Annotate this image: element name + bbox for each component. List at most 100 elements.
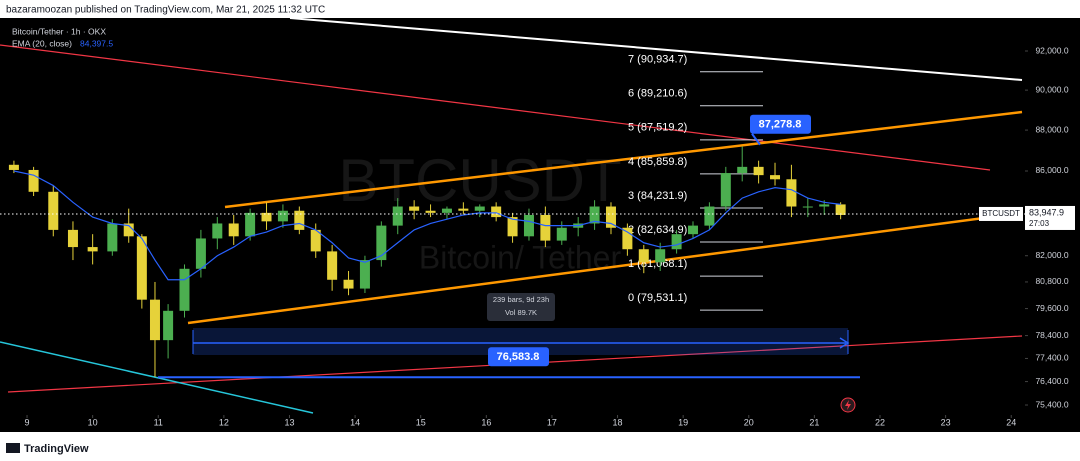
chart-background [0, 18, 1080, 432]
candle-body [123, 223, 134, 237]
ticker-label: BTCUSDT [982, 209, 1020, 218]
high-label: 87,278.8 [759, 119, 802, 131]
x-tick-label: 19 [678, 417, 688, 427]
candle-body [507, 217, 518, 237]
candle-body [107, 223, 118, 252]
range-info-box [487, 293, 555, 321]
fib-label: 5 (87,519.2) [628, 122, 687, 134]
range-bars: 239 bars, 9d 23h [493, 295, 549, 304]
candle-body [819, 204, 830, 207]
y-tick-label: 80,800.0 [1035, 276, 1068, 286]
candle-body [359, 260, 370, 289]
x-tick-label: 12 [219, 417, 229, 427]
candle-body [753, 166, 764, 176]
candle-body [136, 236, 147, 300]
x-tick-label: 9 [25, 417, 30, 427]
y-tick-label: 82,000.0 [1035, 250, 1068, 260]
candle-body [8, 164, 19, 170]
candle-body [556, 227, 567, 241]
candle-body [491, 206, 502, 218]
candle-body [376, 225, 387, 261]
fib-label: 6 (89,210.6) [628, 88, 687, 100]
symbol-legend: Bitcoin/Tether · 1h · OKX [12, 26, 106, 36]
countdown: 27:03 [1029, 219, 1050, 228]
candle-body [688, 225, 699, 235]
indicator-legend: EMA (20, close) [12, 38, 72, 48]
candle-body [392, 206, 403, 226]
low-label-box [488, 347, 549, 367]
candle-body [605, 206, 616, 228]
candle-body [48, 191, 59, 230]
candle-body [310, 229, 321, 252]
candle-body [458, 208, 469, 211]
candle-body [277, 210, 288, 222]
trend-line [289, 17, 1023, 81]
candle-body [245, 212, 256, 237]
candle-body [802, 206, 813, 208]
last-price-box [1025, 205, 1075, 230]
x-tick-label: 16 [481, 417, 491, 427]
ticker-box [979, 206, 1023, 221]
publisher-text: bazaramoozan published on TradingView.co… [6, 5, 325, 16]
candle-body [294, 210, 305, 230]
candle-body [786, 179, 797, 207]
y-tick-label: 86,000.0 [1035, 165, 1068, 175]
candle-body [523, 214, 534, 237]
watermark: BTCUSDT [338, 147, 621, 214]
fib-label: 3 (84,231.9) [628, 190, 687, 202]
x-tick-label: 10 [88, 417, 98, 427]
indicator-value: 84,397.5 [80, 38, 113, 48]
range-volume: Vol 89.7K [505, 308, 537, 317]
candle-body [655, 249, 666, 263]
y-tick-label: 92,000.0 [1035, 45, 1068, 55]
candle-body [441, 208, 452, 213]
candle-body [622, 227, 633, 250]
candle-body [149, 299, 160, 341]
candle-body [671, 234, 682, 250]
candle-body [704, 206, 715, 226]
fib-label: 0 (79,531.1) [628, 292, 687, 304]
x-tick-label: 18 [613, 417, 623, 427]
candle-body [474, 206, 485, 211]
x-tick-label: 11 [154, 417, 163, 427]
footer-logo: TradingView [24, 443, 89, 455]
y-tick-label: 77,400.0 [1035, 353, 1068, 363]
candle-body [163, 310, 174, 341]
x-tick-label: 23 [941, 417, 951, 427]
candle-body [720, 173, 731, 207]
fib-label: 7 (90,934.7) [628, 54, 687, 66]
alert-bolt [845, 400, 851, 410]
y-tick-label: 88,000.0 [1035, 124, 1068, 134]
candle-body [87, 247, 98, 252]
candle-body [638, 249, 649, 263]
candle-body [261, 212, 272, 222]
x-tick-label: 15 [416, 417, 426, 427]
x-tick-label: 22 [875, 417, 885, 427]
low-label: 76,583.8 [497, 351, 540, 363]
channel-lower [187, 211, 1023, 325]
candle-body [409, 206, 420, 211]
fib-label: 2 (82,634.9) [628, 224, 687, 236]
candle-body [28, 169, 39, 192]
x-tick-label: 14 [350, 417, 360, 427]
candle-body [343, 279, 354, 289]
y-tick-label: 78,400.0 [1035, 330, 1068, 340]
candle-body [67, 229, 78, 248]
x-tick-label: 24 [1006, 417, 1016, 427]
y-tick-label: 75,400.0 [1035, 399, 1068, 409]
candle-body [179, 268, 190, 311]
x-tick-label: 13 [284, 417, 294, 427]
x-tick-label: 17 [547, 417, 557, 427]
x-tick-label: 20 [744, 417, 754, 427]
candle-body [770, 175, 781, 180]
y-tick-label: 90,000.0 [1035, 84, 1068, 94]
trend-line [0, 341, 314, 414]
channel-upper [224, 110, 1023, 209]
candle-body [835, 204, 846, 215]
high-label-box [750, 114, 811, 134]
candle-body [737, 166, 748, 174]
y-tick-label: 79,600.0 [1035, 303, 1068, 313]
fib-label: 4 (85,859.8) [628, 156, 687, 168]
candle-body [589, 206, 600, 224]
